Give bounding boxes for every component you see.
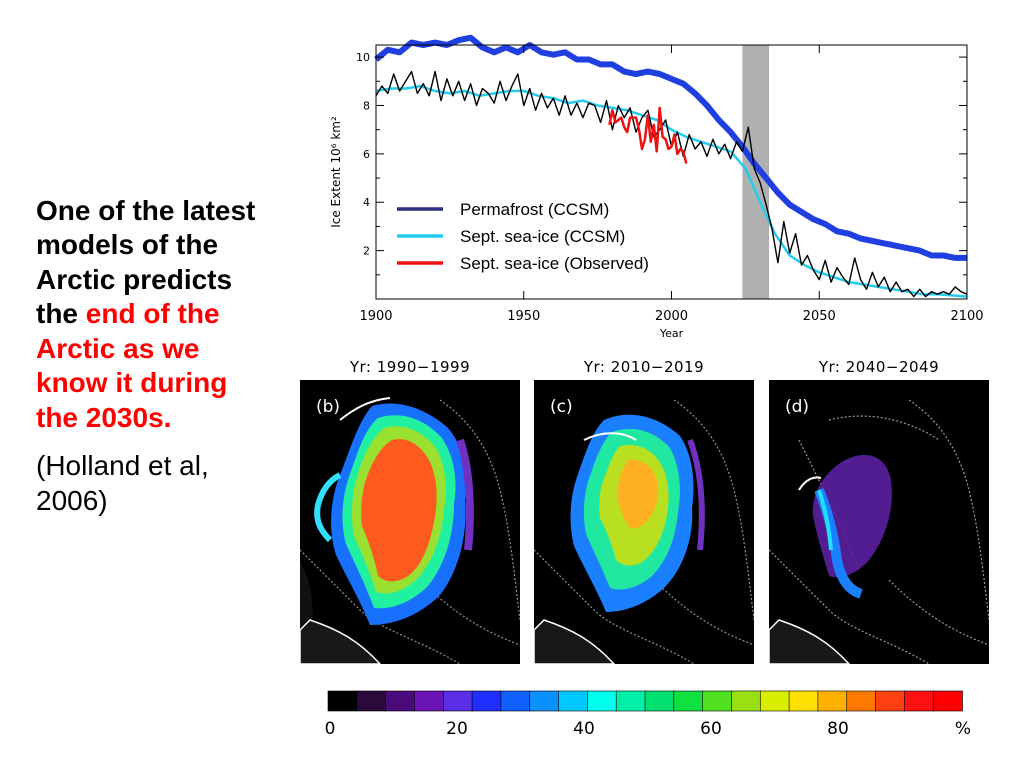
colorbar-tick-40: 40 [573, 719, 595, 739]
colorbar-cell [442, 690, 473, 712]
colorbar-cell [788, 690, 819, 712]
colorbar-cell [875, 690, 906, 712]
colorbar-cell [558, 690, 589, 712]
colorbar-cell [817, 690, 848, 712]
x-tick-label: 1950 [507, 309, 540, 324]
panel-label-b: (b) [316, 397, 340, 417]
x-tick-label: 2000 [655, 309, 688, 324]
colorbar-cell [529, 690, 560, 712]
map-panel-c: (c) [534, 380, 754, 664]
colorbar-tick-0: 0 [324, 719, 336, 739]
y-tick-label: 2 [363, 245, 370, 258]
x-tick-label: 1900 [359, 309, 392, 324]
sea-ice-map-c: (c) [534, 397, 754, 664]
colorbar-cell [587, 690, 617, 712]
headline-text: One of the latest models of the Arctic p… [36, 195, 256, 330]
legend-label-1: Sept. sea-ice (CCSM) [460, 227, 625, 246]
colorbar-cell [356, 690, 387, 712]
panel-label-d: (d) [785, 397, 809, 417]
colorbar-cell [327, 690, 358, 712]
colorbar-cell [673, 690, 704, 712]
y-tick-label: 6 [363, 148, 370, 161]
colorbar-cell [471, 690, 502, 712]
colorbar-cell [904, 690, 934, 712]
colorbar-tick-20: 20 [446, 719, 468, 739]
colorbar-cell [644, 690, 675, 712]
colorbar-cell [500, 690, 531, 712]
y-tick-label: 4 [363, 196, 370, 209]
x-tick-label: 2100 [950, 309, 983, 324]
colorbar-cell [414, 690, 445, 712]
x-tick-label: 2050 [803, 309, 836, 324]
legend-label-2: Sept. sea-ice (Observed) [460, 254, 649, 273]
colorbar-tick-60: 60 [700, 719, 722, 739]
colorbar-cell [731, 690, 762, 712]
colorbar-cell [846, 690, 877, 712]
map-panel-d: (d) [769, 380, 989, 664]
ice-extent-line-chart: 1900 1950 2000 2050 2100 2 4 6 8 10 Year Ice Extent… [329, 34, 984, 340]
series-line-0 [374, 34, 967, 261]
sea-ice-map-b: (b) [300, 397, 520, 664]
y-tick-label: 10 [356, 51, 370, 64]
y-tick-label: 8 [363, 99, 370, 112]
colorbar-unit: % [954, 719, 972, 739]
panel-label-c: (c) [550, 397, 573, 417]
colorbar [327, 690, 963, 712]
map-title-d: Yr: 2040−2049 [818, 358, 940, 376]
colorbar-cell [932, 690, 963, 712]
legend-label-0: Permafrost (CCSM) [460, 200, 609, 219]
colorbar-tick-80: 80 [827, 719, 849, 739]
map-title-c: Yr: 2010−2019 [583, 358, 705, 376]
map-panel-b: (b) [300, 380, 520, 664]
colorbar-cell [615, 690, 646, 712]
colorbar-cell [759, 690, 790, 712]
x-axis-title: Year [659, 327, 684, 340]
text-block: One of the latest models of the Arctic p… [36, 194, 276, 518]
colorbar-cell [385, 690, 416, 712]
series-line-2 [608, 106, 688, 164]
map-title-b: Yr: 1990−1999 [349, 358, 471, 376]
sea-ice-map-d: (d) [769, 397, 989, 664]
citation-text: (Holland et al, 2006) [36, 450, 209, 516]
y-axis-title: Ice Extent 10⁶ km² [329, 116, 343, 228]
highlight-text: end of the Arctic as we know it during t… [36, 298, 228, 433]
colorbar-cell [702, 690, 733, 712]
